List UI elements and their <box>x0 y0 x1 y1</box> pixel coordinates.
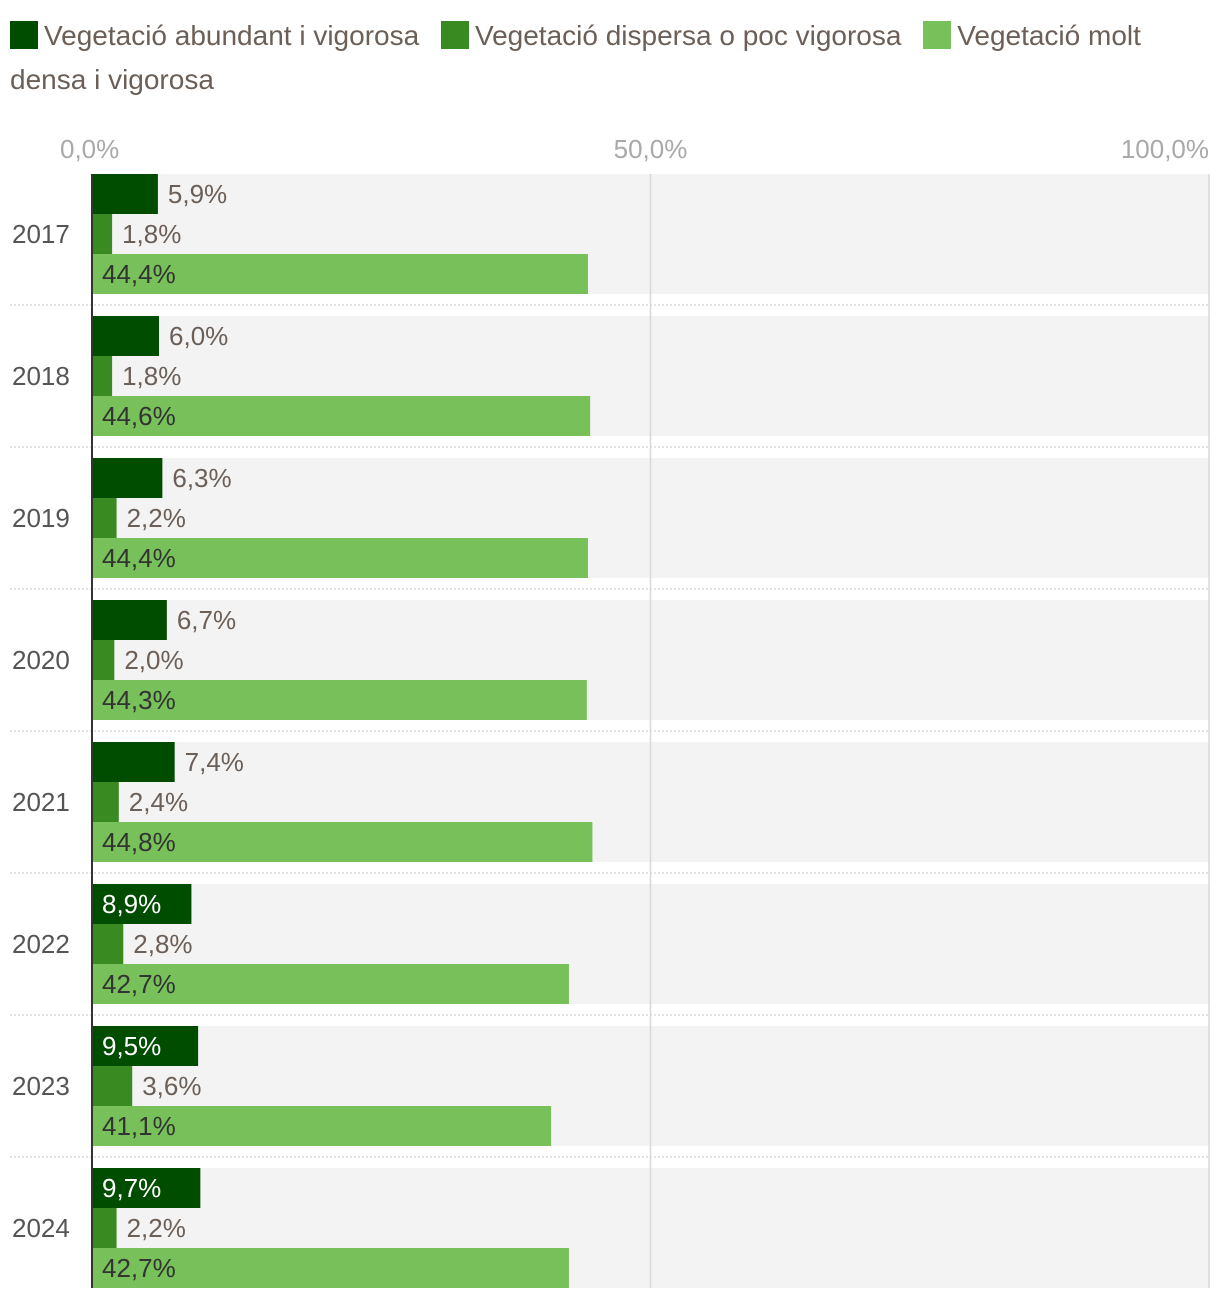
bar <box>92 254 588 294</box>
category-label: 2022 <box>12 929 70 959</box>
legend-item-dispersa: Vegetació dispersa o poc vigorosa <box>440 20 902 51</box>
legend-swatch-dispersa <box>440 21 469 49</box>
bar <box>92 680 587 720</box>
data-label: 42,7% <box>102 969 176 999</box>
legend-swatch-abundant <box>10 21 38 49</box>
data-label: 44,4% <box>102 259 176 289</box>
category-label: 2020 <box>12 645 70 675</box>
data-label: 3,6% <box>142 1071 201 1101</box>
data-label: 6,0% <box>169 321 228 351</box>
data-label: 44,4% <box>102 543 176 573</box>
legend-label-densa: Vegetació molt densa i vigorosa <box>10 20 1141 95</box>
chart-legend: Vegetació abundant i vigorosa Vegetació … <box>10 14 1190 102</box>
bar <box>92 1026 199 1066</box>
bar <box>92 498 117 538</box>
category-label: 2021 <box>12 787 70 817</box>
category-label: 2023 <box>12 1071 70 1101</box>
category-label: 2019 <box>12 503 70 533</box>
category-label: 2024 <box>12 1213 70 1243</box>
data-label: 1,8% <box>122 219 181 249</box>
bar <box>92 964 569 1004</box>
legend-item-densa: Vegetació molt densa i vigorosa <box>10 20 1141 95</box>
data-label: 41,1% <box>102 1111 176 1141</box>
bar <box>92 214 113 254</box>
x-tick-label: 50,0% <box>614 134 688 164</box>
data-label: 7,4% <box>185 747 244 777</box>
data-label: 2,2% <box>127 503 186 533</box>
bar <box>92 924 124 964</box>
bar <box>92 458 163 498</box>
bar <box>92 356 113 396</box>
bar <box>92 822 593 862</box>
data-label: 2,0% <box>124 645 183 675</box>
data-label: 6,7% <box>177 605 236 635</box>
data-label: 6,3% <box>172 463 231 493</box>
data-label: 44,8% <box>102 827 176 857</box>
category-label: 2017 <box>12 219 70 249</box>
bar <box>92 884 192 924</box>
data-label: 8,9% <box>102 889 161 919</box>
legend-item-abundant: Vegetació abundant i vigorosa <box>10 20 419 51</box>
data-label: 9,7% <box>102 1173 161 1203</box>
bar <box>92 1106 552 1146</box>
legend-label-dispersa: Vegetació dispersa o poc vigorosa <box>474 20 902 51</box>
bar <box>92 174 158 214</box>
data-label: 42,7% <box>102 1253 176 1283</box>
category-label: 2018 <box>12 361 70 391</box>
data-label: 9,5% <box>102 1031 161 1061</box>
bar <box>92 396 591 436</box>
bar <box>92 1168 201 1208</box>
legend-swatch-densa <box>923 21 952 49</box>
x-tick-label: 0,0% <box>60 134 119 164</box>
data-label: 5,9% <box>168 179 227 209</box>
data-label: 44,6% <box>102 401 176 431</box>
data-label: 2,2% <box>127 1213 186 1243</box>
legend-label-abundant: Vegetació abundant i vigorosa <box>44 20 420 51</box>
data-label: 2,8% <box>133 929 192 959</box>
bar <box>92 538 588 578</box>
bar <box>92 1066 133 1106</box>
data-label: 44,3% <box>102 685 176 715</box>
bar <box>92 782 119 822</box>
bar <box>92 640 115 680</box>
bar <box>92 600 167 640</box>
bar <box>92 316 160 356</box>
data-label: 2,4% <box>129 787 188 817</box>
bar <box>92 742 175 782</box>
x-tick-label: 100,0% <box>1121 134 1209 164</box>
bar <box>92 1208 117 1248</box>
bar <box>92 1248 569 1288</box>
data-label: 1,8% <box>122 361 181 391</box>
